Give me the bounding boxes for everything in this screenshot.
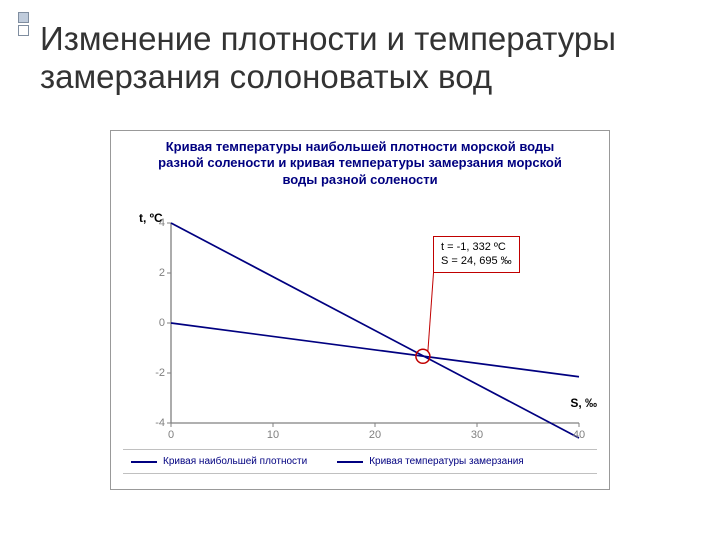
legend-item-density: Кривая наибольшей плотности (131, 456, 307, 467)
x-tick-label: 30 (471, 429, 483, 441)
callout-s-value: S = 24, 695 ‰ (441, 254, 512, 268)
y-tick-label: 2 (159, 267, 165, 279)
legend-label: Кривая наибольшей плотности (163, 456, 307, 467)
y-tick-label: -4 (155, 417, 165, 429)
y-tick-label: 4 (159, 217, 165, 229)
x-tick-label: 0 (168, 429, 174, 441)
slide-title: Изменение плотности и температуры замерз… (40, 20, 680, 96)
legend-swatch (337, 461, 363, 463)
callout-t-value: t = -1, 332 ºC (441, 240, 512, 254)
bullet-square (18, 12, 29, 23)
intersection-callout: t = -1, 332 ºC S = 24, 695 ‰ (433, 236, 520, 273)
legend-divider (123, 473, 597, 474)
legend-label: Кривая температуры замерзания (369, 456, 524, 467)
chart-legend: Кривая наибольшей плотности Кривая темпе… (131, 456, 524, 467)
slide-bullet-decoration (18, 12, 29, 36)
legend-item-freezing: Кривая температуры замерзания (337, 456, 524, 467)
x-tick-label: 20 (369, 429, 381, 441)
y-tick-label: -2 (155, 367, 165, 379)
x-tick-label: 10 (267, 429, 279, 441)
y-tick-label: 0 (159, 317, 165, 329)
legend-swatch (131, 461, 157, 463)
x-tick-label: 40 (573, 429, 585, 441)
chart-title: Кривая температуры наибольшей плотности … (111, 139, 609, 188)
callout-leader-line (428, 266, 434, 351)
legend-divider (123, 449, 597, 450)
chart-container: Кривая температуры наибольшей плотности … (110, 130, 610, 490)
bullet-square (18, 25, 29, 36)
